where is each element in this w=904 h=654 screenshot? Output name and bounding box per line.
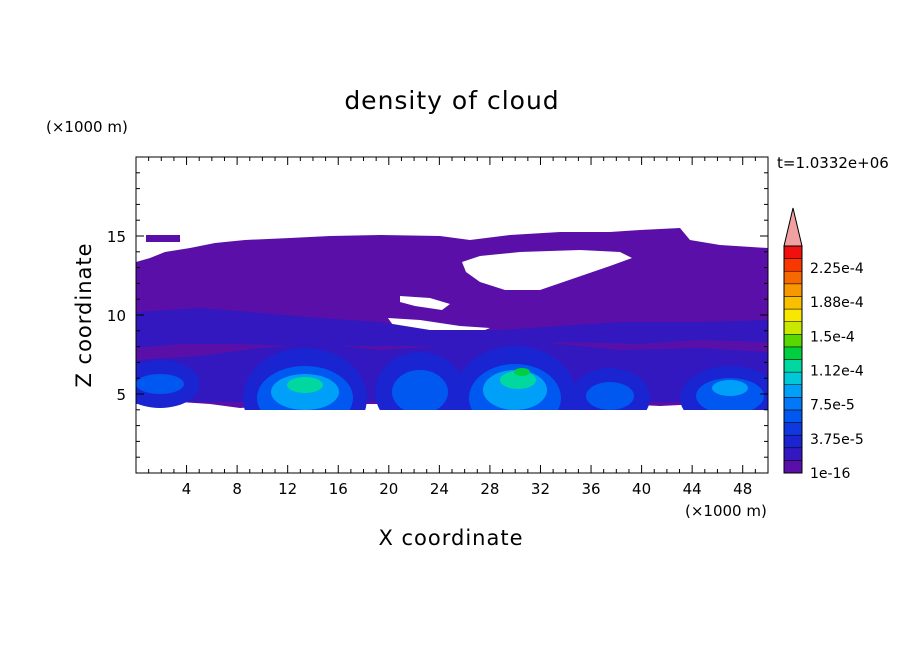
colorbar-swatch: [783, 258, 803, 272]
colorbar-swatch: [783, 434, 803, 449]
x-tick-label: 12: [278, 480, 297, 498]
core-1-center: [287, 377, 323, 393]
colorbar-swatch: [783, 321, 803, 335]
core-3-peak: [514, 368, 530, 376]
core-2-mid: [392, 370, 448, 410]
colorbar-label: 1.12e-4: [810, 364, 864, 380]
cloud-layer-band: [136, 308, 768, 348]
colorbar-label: 2.25e-4: [810, 261, 864, 277]
x-tick-label: 8: [232, 480, 242, 498]
y-tick-label: 10: [107, 307, 126, 325]
x-axis-unit: (×1000 m): [685, 502, 767, 520]
x-tick-label: 4: [182, 480, 192, 498]
colorbar-swatch: [783, 447, 803, 461]
time-label: t=1.0332e+06: [777, 154, 889, 172]
colorbar-swatch: [783, 270, 803, 285]
chart-title: density of cloud: [344, 86, 560, 115]
contour-fill-group: [136, 228, 768, 410]
colorbar-swatch: [783, 346, 803, 360]
colorbar: 2.25e-4 1.88e-4 1.5e-4 1.12e-4 7.5e-5 3.75e-5…: [783, 207, 864, 482]
x-tick-label: 28: [480, 480, 499, 498]
clear-gap-2: [400, 296, 450, 310]
x-tick-label: 20: [379, 480, 398, 498]
x-tick-label: 16: [329, 480, 348, 498]
y-tick-label: 5: [116, 386, 126, 404]
convective-cores: [136, 340, 768, 410]
colorbar-label: 1.5e-4: [810, 329, 855, 345]
colorbar-swatch: [783, 283, 803, 297]
x-tick-label: 24: [430, 480, 449, 498]
colorbar-swatch: [783, 371, 803, 385]
colorbar-label: 1e-16: [810, 466, 850, 482]
x-tick-label: 40: [632, 480, 651, 498]
x-tick-label: 32: [531, 480, 550, 498]
colorbar-swatch: [783, 296, 803, 310]
colorbar-label: 7.5e-5: [810, 398, 855, 414]
colorbar-swatch: [783, 384, 803, 398]
cloud-patch-top-left: [146, 235, 180, 242]
core-5-inner: [712, 380, 748, 396]
colorbar-swatch: [783, 245, 803, 259]
y-axis-unit: (×1000 m): [46, 118, 128, 136]
core-4-mid: [586, 382, 634, 410]
clear-gap-1: [462, 250, 632, 290]
colorbar-swatch: [783, 422, 803, 436]
core-3-center: [500, 371, 536, 389]
colorbar-swatch: [783, 359, 803, 373]
x-tick-label: 36: [581, 480, 600, 498]
colorbar-label: 3.75e-5: [810, 432, 864, 448]
colorbar-swatch: [783, 409, 803, 423]
colorbar-label: 1.88e-4: [810, 295, 864, 311]
colorbar-frame: [783, 245, 803, 474]
colorbar-swatch: [783, 308, 803, 322]
x-tick-label: 44: [683, 480, 702, 498]
colorbar-swatch: [783, 334, 803, 348]
x-axis-label: X coordinate: [378, 526, 524, 550]
colorbar-swatch: [783, 397, 803, 411]
y-tick-label: 15: [107, 228, 126, 246]
core-6-mid: [136, 374, 184, 394]
x-tick-label: 48: [733, 480, 752, 498]
cloud-patch-top-right: [730, 250, 768, 257]
colorbar-extend-triangle: [783, 207, 803, 247]
colorbar-swatch: [783, 460, 803, 474]
